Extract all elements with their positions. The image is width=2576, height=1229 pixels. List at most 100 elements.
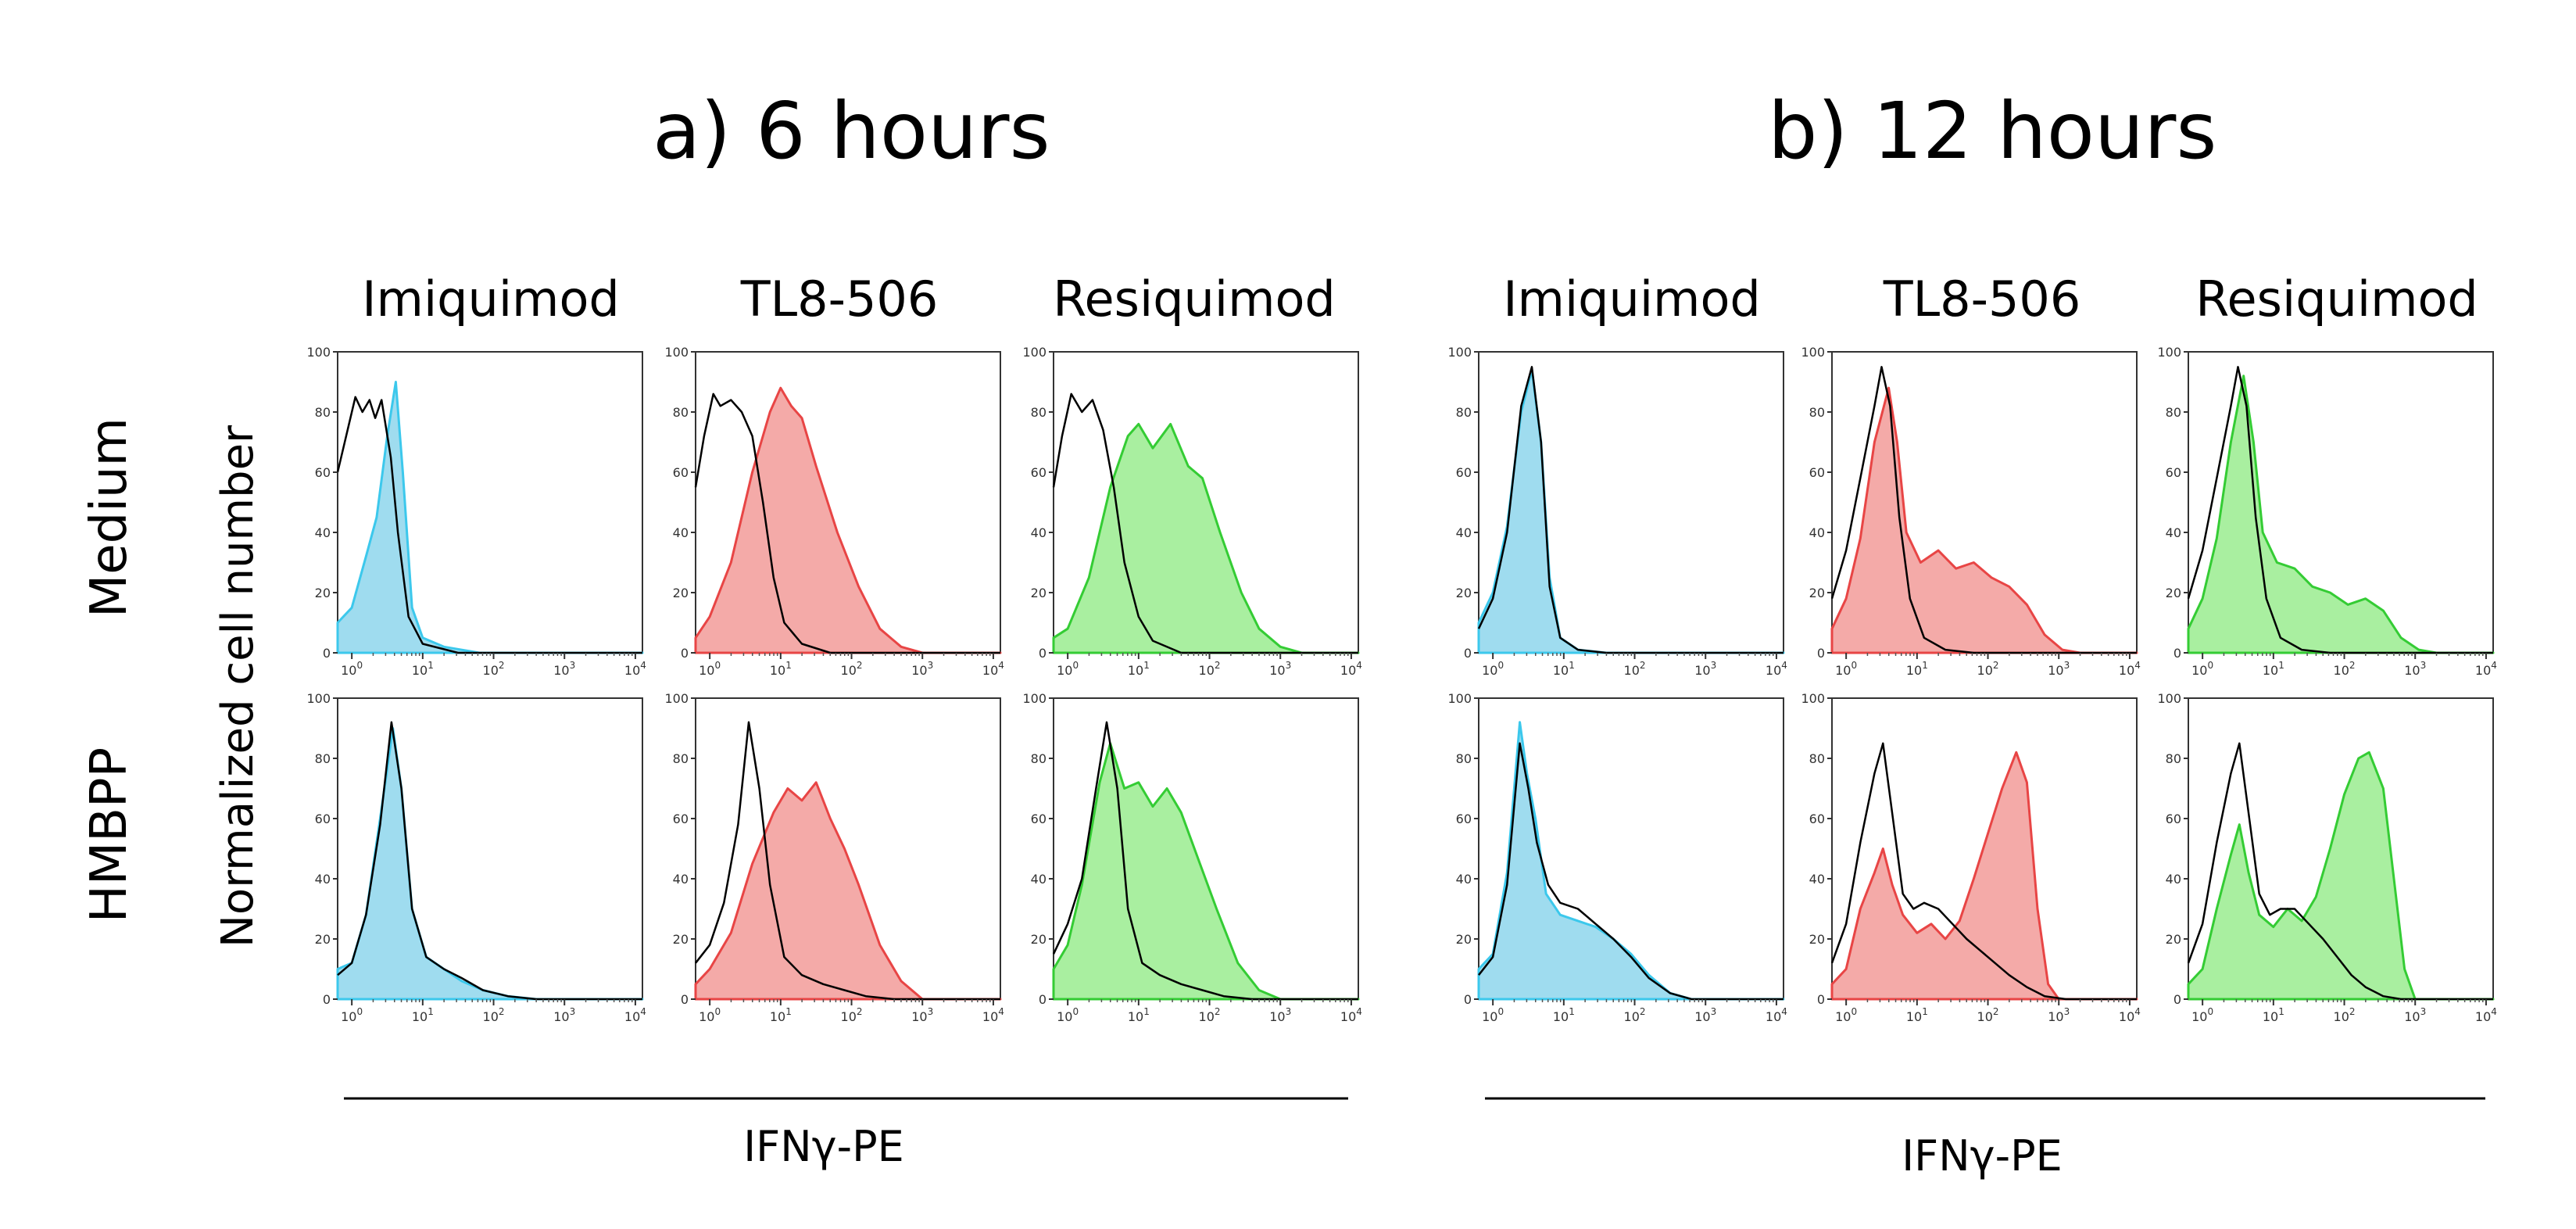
subplot-a-hmbpp-resiquimod: 0 20 40 60 80 100 100 101 102 103 104 (1022, 691, 1361, 1024)
subplot-b-hmbpp-tl8-506-ytick-label-40: 40 (1809, 872, 1825, 887)
subplot-a-medium-tl8-506: 0 20 40 60 80 100 100 101 102 103 104 (664, 345, 1004, 678)
subplot-a-hmbpp-resiquimod-xtick-label-4: 104 (1340, 1006, 1362, 1024)
subplot-b-hmbpp-imiquimod: 0 20 40 60 80 100 100 101 102 103 104 (1447, 691, 1787, 1024)
subplot-b-medium-tl8-506-xtick-label-4: 104 (2119, 660, 2141, 678)
subplot-a-medium-imiquimod-ytick-label-60: 60 (315, 465, 331, 480)
subplot-a-medium-resiquimod-sample-area (1052, 422, 1360, 654)
subplot-b-medium-resiquimod: 0 20 40 60 80 100 100 101 102 103 104 (2157, 345, 2496, 678)
subplot-a-hmbpp-resiquimod-xtick-label-0: 100 (1057, 1006, 1079, 1024)
subplot-b-hmbpp-imiquimod-ytick-label-60: 60 (1456, 812, 1472, 826)
subplot-b-hmbpp-tl8-506-ytick-label-80: 80 (1809, 751, 1825, 766)
subplot-a-hmbpp-tl8-506-ytick-label-20: 20 (673, 932, 689, 947)
subplot-b-hmbpp-tl8-506-xtick-label-4: 104 (2119, 1006, 2141, 1024)
subplot-b-medium-imiquimod-xtick-label-4: 104 (1766, 660, 1787, 678)
subplot-a-medium-imiquimod-ytick-label-0: 0 (323, 646, 331, 661)
subplot-a-medium-tl8-506-ytick-label-20: 20 (673, 586, 689, 600)
subplot-a-hmbpp-imiquimod-xtick-label-1: 101 (412, 1006, 434, 1024)
subplot-b-hmbpp-tl8-506-sample-area (1830, 751, 2138, 1001)
subplot-b-hmbpp-resiquimod: 0 20 40 60 80 100 100 101 102 103 104 (2157, 691, 2496, 1024)
subplot-a-medium-imiquimod-control-line (336, 396, 642, 654)
subplot-a-medium-resiquimod-xtick-label-0: 100 (1057, 660, 1079, 678)
subplot-a-medium-imiquimod-xtick-label-2: 102 (483, 660, 505, 678)
subplot-b-hmbpp-tl8-506-control-line (1830, 742, 2137, 1001)
subplot-b-hmbpp-imiquimod-ytick-label-40: 40 (1456, 872, 1472, 887)
subplot-b-hmbpp-imiquimod-ytick-label-0: 0 (1464, 992, 1472, 1007)
subplot-b-hmbpp-resiquimod-ytick-label-60: 60 (2166, 812, 2181, 826)
subplot-a-hmbpp-tl8-506-ytick-label-60: 60 (673, 812, 689, 826)
subplot-b-hmbpp-tl8-506: 0 20 40 60 80 100 100 101 102 103 104 (1801, 691, 2140, 1024)
subplot-a-medium-resiquimod-ytick-label-60: 60 (1031, 465, 1046, 480)
subplot-b-hmbpp-imiquimod-xtick-label-1: 101 (1553, 1006, 1575, 1024)
subplot-b-hmbpp-resiquimod-xtick-label-0: 100 (2191, 1006, 2213, 1024)
subplot-b-medium-resiquimod-xtick-label-4: 104 (2475, 660, 2497, 678)
column-label-imiquimod-b: Imiquimod (1503, 271, 1761, 328)
subplot-b-medium-tl8-506-xtick-label-3: 103 (2048, 660, 2070, 678)
subplot-b-medium-tl8-506-control-line (1830, 366, 2137, 654)
subplot-b-hmbpp-imiquimod-xtick-label-2: 102 (1624, 1006, 1646, 1024)
subplot-b-medium-imiquimod-ytick-label-0: 0 (1464, 646, 1472, 661)
column-label-imiquimod-a: Imiquimod (362, 271, 620, 328)
subplot-b-hmbpp-resiquimod-ytick-label-80: 80 (2166, 751, 2181, 766)
subplot-b-hmbpp-tl8-506-ytick-label-0: 0 (1817, 992, 1825, 1007)
subplot-b-hmbpp-imiquimod-xtick-label-3: 103 (1694, 1006, 1716, 1024)
subplot-b-medium-tl8-506-xtick-label-0: 100 (1835, 660, 1857, 678)
subplot-b-medium-imiquimod-ytick-label-20: 20 (1456, 586, 1472, 600)
subplot-a-hmbpp-tl8-506-ytick-label-80: 80 (673, 751, 689, 766)
subplot-a-hmbpp-resiquimod-ytick-label-60: 60 (1031, 812, 1046, 826)
column-label-tl8-506-b: TL8-506 (1883, 271, 2081, 328)
subplot-b-medium-imiquimod-control-line (1477, 366, 1784, 654)
panel-a-title: a) 6 hours (653, 85, 1050, 177)
subplot-a-medium-resiquimod-ytick-label-40: 40 (1031, 525, 1046, 540)
subplot-a-hmbpp-tl8-506-ytick-label-40: 40 (673, 872, 689, 887)
subplot-b-hmbpp-tl8-506-ytick-label-100: 100 (1801, 691, 1825, 706)
subplot-a-hmbpp-tl8-506-xtick-label-1: 101 (770, 1006, 792, 1024)
panel-b-title: b) 12 hours (1768, 85, 2217, 177)
subplot-b-medium-tl8-506-xtick-label-1: 101 (1906, 660, 1928, 678)
subplot-a-medium-resiquimod-xtick-label-1: 101 (1128, 660, 1150, 678)
subplot-b-medium-imiquimod-ytick-label-60: 60 (1456, 465, 1472, 480)
subplot-a-hmbpp-imiquimod-ytick-label-0: 0 (323, 992, 331, 1007)
subplot-b-medium-imiquimod: 0 20 40 60 80 100 100 101 102 103 104 (1447, 345, 1787, 678)
subplot-a-hmbpp-imiquimod-ytick-label-80: 80 (315, 751, 331, 766)
column-label-tl8-506-a: TL8-506 (740, 271, 939, 328)
subplot-b-hmbpp-resiquimod-xtick-label-2: 102 (2334, 1006, 2356, 1024)
subplot-a-hmbpp-resiquimod-xtick-label-2: 102 (1199, 1006, 1221, 1024)
subplot-b-medium-imiquimod-xtick-label-1: 101 (1553, 660, 1575, 678)
subplot-a-hmbpp-tl8-506-ytick-label-0: 0 (681, 992, 689, 1007)
subplot-a-hmbpp-imiquimod-ytick-label-100: 100 (306, 691, 331, 706)
subplot-b-medium-imiquimod-ytick-label-40: 40 (1456, 525, 1472, 540)
subplot-a-hmbpp-imiquimod-xtick-label-3: 103 (553, 1006, 575, 1024)
subplot-a-hmbpp-resiquimod-ytick-label-20: 20 (1031, 932, 1046, 947)
subplot-a-hmbpp-tl8-506-xtick-label-4: 104 (982, 1006, 1004, 1024)
subplot-b-medium-tl8-506-xtick-label-2: 102 (1977, 660, 1999, 678)
subplot-b-hmbpp-imiquimod-control-line (1478, 742, 1784, 1001)
subplot-b-medium-imiquimod-ytick-label-80: 80 (1456, 405, 1472, 420)
subplot-a-hmbpp-tl8-506-xtick-label-0: 100 (699, 1006, 721, 1024)
subplot-b-medium-imiquimod-xtick-label-3: 103 (1694, 660, 1716, 678)
subplot-a-medium-tl8-506-xtick-label-4: 104 (982, 660, 1004, 678)
subplot-b-medium-resiquimod-ytick-label-20: 20 (2166, 586, 2181, 600)
subplot-b-medium-tl8-506: 0 20 40 60 80 100 100 101 102 103 104 (1801, 345, 2140, 678)
subplot-b-medium-tl8-506-ytick-label-40: 40 (1809, 525, 1825, 540)
subplot-b-hmbpp-resiquimod-xtick-label-1: 101 (2263, 1006, 2284, 1024)
subplot-a-medium-imiquimod-ytick-label-80: 80 (315, 405, 331, 420)
subplot-b-hmbpp-resiquimod-control-line (2187, 742, 2493, 1001)
subplot-a-medium-resiquimod-control-line (1052, 392, 1358, 654)
subplot-b-medium-imiquimod-ytick-label-100: 100 (1447, 345, 1472, 360)
subplot-a-hmbpp-tl8-506-xtick-label-2: 102 (841, 1006, 863, 1024)
subplot-a-hmbpp-resiquimod-xtick-label-1: 101 (1128, 1006, 1150, 1024)
subplot-a-medium-tl8-506-xtick-label-1: 101 (770, 660, 792, 678)
subplot-b-hmbpp-tl8-506-ytick-label-20: 20 (1809, 932, 1825, 947)
subplot-b-medium-resiquimod-ytick-label-100: 100 (2157, 345, 2181, 360)
subplot-b-hmbpp-imiquimod-ytick-label-80: 80 (1456, 751, 1472, 766)
subplot-b-hmbpp-tl8-506-xtick-label-0: 100 (1835, 1006, 1857, 1024)
subplot-a-hmbpp-imiquimod-ytick-label-60: 60 (315, 812, 331, 826)
subplot-a-medium-imiquimod-xtick-label-1: 101 (412, 660, 434, 678)
subplot-a-hmbpp-resiquimod-ytick-label-80: 80 (1031, 751, 1046, 766)
subplot-a-hmbpp-imiquimod-control-line (337, 721, 642, 1001)
subplot-a-hmbpp-resiquimod-ytick-label-0: 0 (1039, 992, 1046, 1007)
subplot-a-medium-resiquimod-xtick-label-3: 103 (1269, 660, 1291, 678)
subplot-a-medium-tl8-506-xtick-label-3: 103 (911, 660, 933, 678)
